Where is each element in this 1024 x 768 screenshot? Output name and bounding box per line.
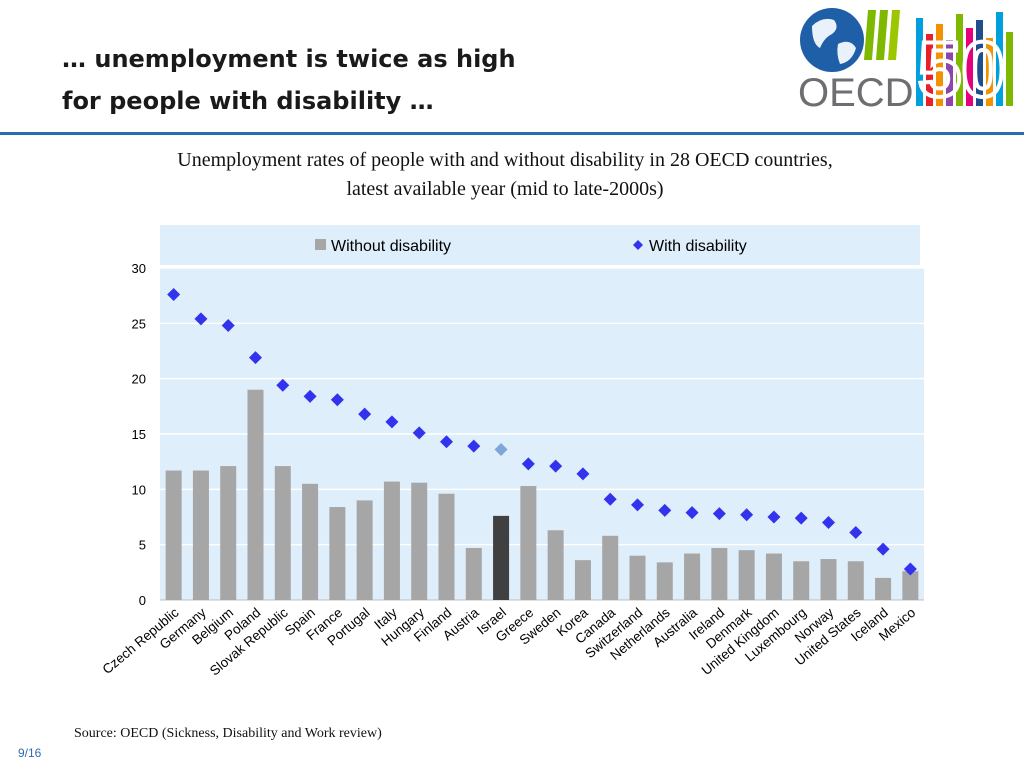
y-tick-label: 5 [139,538,146,553]
chart-heading: Unemployment rates of people with and wi… [0,146,1010,204]
legend-label-without-disability: Without disability [331,238,451,255]
bar-without-disability [547,530,564,600]
bar-without-disability [192,470,209,600]
globe-icon [800,8,864,72]
marker-with-disability [549,459,563,473]
y-tick-label: 0 [139,593,146,608]
bar-without-disability [902,571,919,600]
y-tick-label: 15 [132,427,146,442]
marker-with-disability [194,312,208,326]
bar-without-disability [765,553,782,600]
marker-with-disability [467,439,481,453]
bar-without-disability [520,486,537,600]
bar-without-disability [220,466,237,600]
slide-title-line-2: for people with disability … [62,87,434,115]
bar-without-disability [383,481,400,600]
bar-without-disability [493,515,510,600]
anniversary-50-icon: 50 [916,12,1013,114]
bar-without-disability [274,466,291,600]
oecd-wordmark: OECD [798,71,914,114]
marker-with-disability [685,506,699,520]
bar-without-disability [302,483,319,600]
marker-with-disability [876,542,890,556]
marker-with-disability [631,498,644,512]
legend-label-with-disability: With disability [649,238,747,255]
slide-title: … unemployment is twice as high for peop… [62,38,622,122]
marker-with-disability [903,562,917,576]
marker-with-disability [849,525,863,539]
legend-marker-with-disability [633,240,643,250]
bar-without-disability [602,535,619,600]
bar-without-disability [684,553,701,600]
marker-with-disability [385,415,399,429]
bar-without-disability [411,482,428,600]
y-tick-label: 25 [132,316,146,331]
marker-with-disability [712,507,726,521]
bar-without-disability [711,547,728,600]
marker-with-disability [221,319,235,333]
marker-with-disability [494,442,508,456]
header-divider [0,132,1024,135]
bar-without-disability [629,555,646,600]
marker-with-disability [767,510,781,524]
source-note: Source: OECD (Sickness, Disability and W… [74,726,382,741]
y-tick-label: 20 [132,372,146,387]
legend-background [160,225,920,265]
bar-without-disability [247,389,264,600]
anniversary-number: 50 [918,25,1005,113]
marker-with-disability [794,511,808,525]
marker-with-disability [249,351,262,365]
marker-with-disability [276,378,290,392]
bar-without-disability [574,560,591,600]
bar-without-disability [820,559,837,600]
marker-with-disability [358,407,372,421]
marker-with-disability [822,516,835,530]
bar-without-disability [165,470,182,600]
bar-without-disability [656,562,673,600]
slide-title-line-1: … unemployment is twice as high [62,45,516,73]
oecd-chevrons-icon [864,10,900,60]
y-tick-label: 30 [132,261,146,276]
oecd-50-logo: OECD 50 [798,8,1013,114]
bar-without-disability [847,561,864,600]
marker-with-disability [440,435,453,449]
page-number: 9/16 [18,746,42,760]
marker-with-disability [330,393,344,407]
marker-with-disability [167,288,181,302]
marker-with-disability [303,389,317,403]
marker-with-disability [740,508,754,522]
marker-with-disability [603,492,617,506]
bar-without-disability [793,561,810,600]
bar-without-disability [329,507,346,600]
bar-without-disability [875,577,892,600]
marker-with-disability [521,457,535,471]
chart-subtitle: latest available year (mid to late-2000s… [346,178,664,200]
marker-with-disability [412,426,426,440]
bar-without-disability [356,500,373,600]
chart-title: Unemployment rates of people with and wi… [177,149,833,171]
marker-with-disability [658,503,672,517]
marker-with-disability [576,467,590,481]
bar-without-disability [738,550,755,600]
bar-without-disability [438,493,455,600]
bar-without-disability [465,547,482,600]
y-tick-label: 10 [132,482,146,497]
legend-swatch-without-disability [315,239,326,250]
